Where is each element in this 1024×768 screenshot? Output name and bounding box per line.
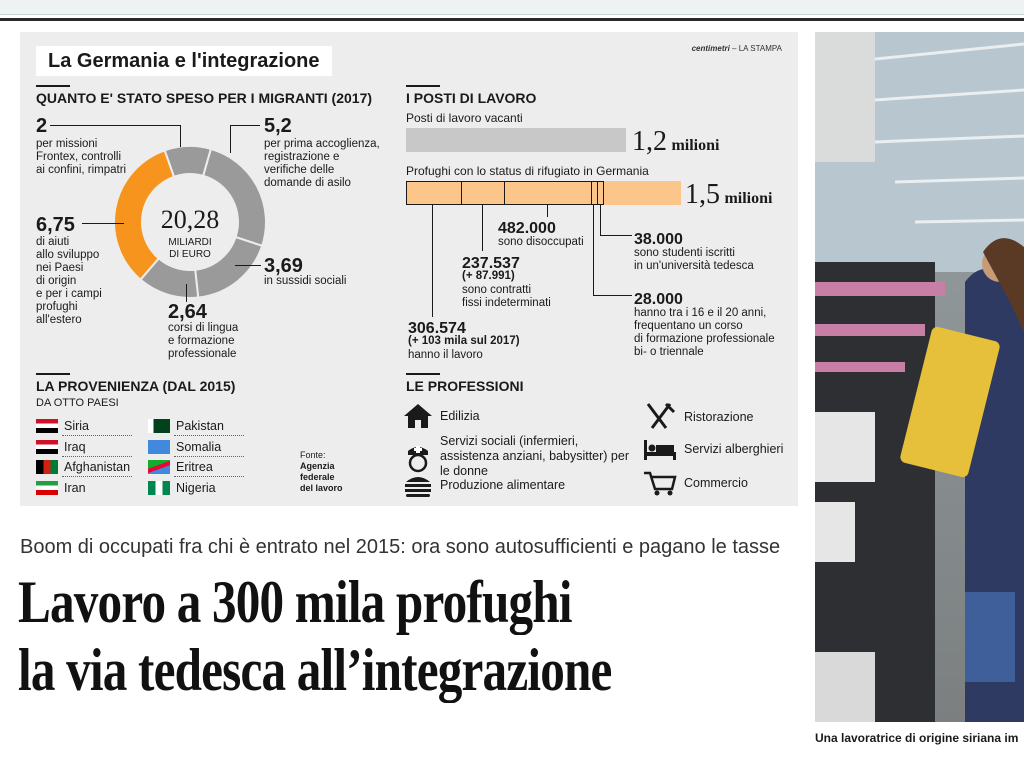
country-afghanistan: Afghanistan — [36, 460, 130, 474]
vacancies-label: Posti di lavoro vacanti — [406, 111, 523, 125]
vacancies-bar — [406, 128, 626, 152]
pakistan-flag-icon — [148, 419, 170, 433]
spending-desc-aiuti: di aiuti allo sviluppo nei Paesi di origin e… — [36, 236, 102, 326]
spending-value-accoglienza: 5,2 — [264, 115, 292, 137]
leader-line — [593, 295, 632, 296]
country-syria: Siria — [36, 419, 89, 433]
leader-line — [482, 205, 483, 251]
refugees-label: Profughi con lo status di rifugiato in G… — [406, 164, 649, 178]
profession-ristorazione: Ristorazione — [642, 402, 753, 432]
leader-line — [600, 205, 601, 235]
spending-desc-sussidi: in sussidi sociali — [264, 275, 347, 287]
credit-paper: LA STAMPA — [738, 44, 782, 53]
nurse-icon — [408, 445, 428, 472]
infographic-title: La Germania e l'integrazione — [36, 46, 332, 76]
profession-commercio: Commercio — [642, 469, 748, 497]
country-pakistan: Pakistan — [148, 419, 224, 433]
country-somalia: Somalia — [148, 440, 221, 454]
leader-line — [547, 205, 548, 217]
iraq-flag-icon — [36, 440, 58, 454]
spending-desc-corsi: corsi di lingua e formazione professionale — [168, 322, 239, 360]
origin-subtitle: DA OTTO PAESI — [36, 397, 119, 409]
infographic-credit: centimetri – LA STAMPA — [691, 44, 782, 53]
jobs-extra-contratti: (+ 87.991) — [462, 270, 515, 282]
jobs-desc-lavoro: hanno il lavoro — [408, 349, 483, 361]
jobs-desc-disoccupati: sono disoccupati — [498, 236, 584, 248]
burger-icon — [405, 477, 431, 497]
house-icon — [404, 404, 432, 428]
leader-line — [593, 205, 594, 295]
jobs-extra-lavoro: (+ 103 mila sul 2017) — [408, 335, 520, 347]
nigeria-flag-icon — [148, 481, 170, 495]
profession-servizi-alberghieri: Servizi alberghieri — [642, 436, 783, 462]
jobs-section-title: I POSTI DI LAVORO — [406, 85, 537, 106]
country-iraq: Iraq — [36, 440, 86, 454]
eritrea-flag-icon — [148, 460, 170, 474]
hotel-bed-icon — [644, 440, 676, 460]
article-photo — [815, 32, 1024, 722]
article-subheadline: Boom di occupati fra chi è entrato nel 2… — [20, 536, 781, 558]
somalia-flag-icon — [148, 440, 170, 454]
jobs-value-studenti: 38.000 — [634, 231, 683, 248]
leader-line — [50, 125, 180, 126]
professions-section-title: LE PROFESSIONI — [406, 373, 524, 394]
leader-line — [230, 125, 231, 153]
country-eritrea: Eritrea — [148, 460, 213, 474]
donut-total-unit-1: MILIARDI — [168, 237, 211, 248]
spending-donut-chart: 20,28 MILIARDI DI EURO — [113, 145, 267, 299]
afghanistan-flag-icon — [36, 460, 58, 474]
article-headline-line-1: Lavoro a 300 mila profughi — [18, 569, 572, 635]
source-note: Fonte: Agenzia federale del lavoro — [300, 450, 343, 493]
infographic-panel: La Germania e l'integrazione centimetri … — [20, 32, 798, 506]
jobs-value-contratti: 237.537 — [462, 255, 520, 272]
cart-icon — [644, 471, 677, 496]
spending-desc-frontex: per missioni Frontex, controlli ai confini… — [36, 138, 127, 176]
jobs-desc-studenti: sono studenti iscritti in un'università t… — [634, 247, 754, 272]
credit-brand: centimetri — [691, 44, 730, 53]
jobs-value-formazione: 28.000 — [634, 291, 683, 308]
leader-line — [432, 205, 433, 317]
leader-line — [180, 125, 181, 147]
origin-section-title: LA PROVENIENZA (DAL 2015) — [36, 373, 236, 394]
photo-caption: Una lavoratrice di origine siriana im — [815, 731, 1019, 745]
leader-line — [82, 223, 124, 224]
refugees-breakdown-bar — [406, 181, 604, 205]
factory-worker-photo — [815, 32, 1024, 722]
syria-flag-icon — [36, 419, 58, 433]
cutlery-icon — [646, 402, 676, 429]
jobs-value-lavoro: 306.574 — [408, 320, 466, 337]
country-iran: Iran — [36, 481, 86, 495]
spending-value-frontex: 2 — [36, 115, 48, 137]
profession-servizi-sociali: Servizi sociali (infermieri, assistenza … — [402, 434, 632, 479]
spending-section-title: QUANTO E' STATO SPESO PER I MIGRANTI (20… — [36, 85, 373, 106]
country-nigeria: Nigeria — [148, 481, 216, 495]
refugees-figure: 1,5 milioni — [685, 179, 773, 210]
donut-hole — [142, 174, 238, 270]
donut-total-value: 20,28 — [161, 205, 220, 234]
leader-line — [235, 265, 261, 266]
leader-line — [230, 125, 260, 126]
spending-value-sussidi: 3,69 — [264, 255, 303, 277]
iran-flag-icon — [36, 481, 58, 495]
jobs-desc-formazione: hanno tra i 16 e il 20 anni, frequentano … — [634, 307, 775, 358]
top-rule — [0, 0, 1024, 21]
profession-edilizia: Edilizia — [402, 402, 480, 430]
spending-value-aiuti: 6,75 — [36, 214, 75, 236]
profession-produzione-alimentare: Produzione alimentare — [402, 472, 565, 498]
spending-value-corsi: 2,64 — [168, 301, 207, 323]
donut-total-unit-2: DI EURO — [169, 249, 211, 260]
jobs-desc-contratti: sono contratti fissi indeterminati — [462, 284, 551, 309]
leader-line — [186, 284, 187, 302]
jobs-value-disoccupati: 482.000 — [498, 220, 556, 237]
spending-desc-accoglienza: per prima accoglienza, registrazione e ver… — [264, 138, 380, 189]
leader-line — [600, 235, 632, 236]
vacancies-figure: 1,2 milioni — [632, 126, 720, 157]
article-headline-line-2: la via tedesca all’integrazione — [18, 637, 612, 703]
